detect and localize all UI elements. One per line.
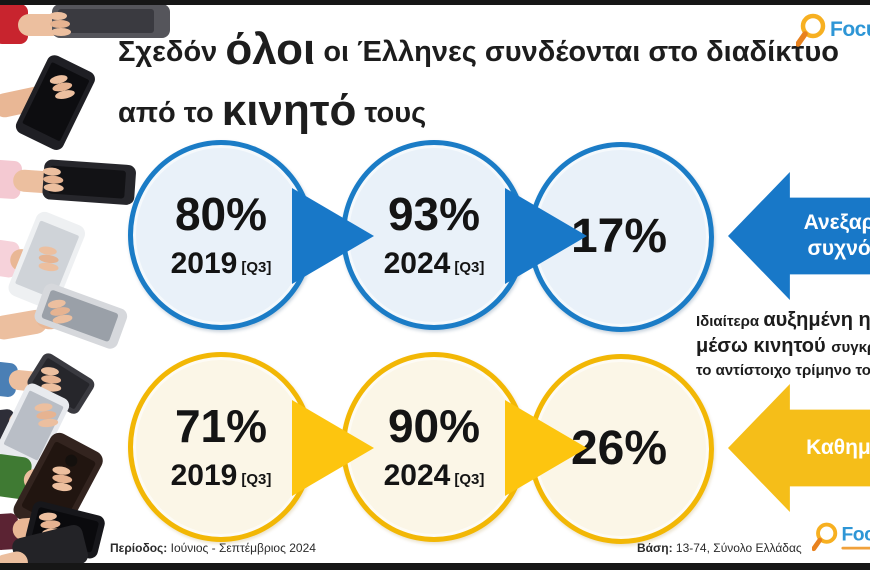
magnifier-icon xyxy=(812,522,838,552)
focus-logo-text: Focus xyxy=(841,523,870,545)
slide-title: Σχεδόν όλοι οι Έλληνες συνδέονται στο δι… xyxy=(118,28,858,133)
value-2024-daily: 90% xyxy=(387,400,481,452)
quarter-text: [Q3] xyxy=(454,471,485,488)
note-text-emphasis: αυξημένη η xyxy=(763,309,870,331)
year-label: 2024 [Q3] xyxy=(384,249,485,279)
title-line-2: από το κινητό τους xyxy=(118,89,858,133)
year-text: 2019 xyxy=(170,459,238,492)
note-line-2: μέσω κινητού συγκρι xyxy=(696,334,870,360)
arrow-label-daily: Καθημερ xyxy=(790,410,870,487)
note-text: συγκρι xyxy=(831,339,870,356)
focus-logo-tagline xyxy=(841,546,870,550)
title-text: τους xyxy=(356,97,427,129)
footer-base-label: Βάση: xyxy=(637,541,673,555)
footer-period-value: Ιούνιος - Σεπτέμβριος 2024 xyxy=(167,541,316,555)
hands-phones-collage xyxy=(0,4,170,570)
footer-period: Περίοδος: Ιούνιος - Σεπτέμβριος 2024 xyxy=(110,541,316,555)
title-line-1: Σχεδόν όλοι οι Έλληνες συνδέονται στο δι… xyxy=(118,28,858,72)
bottom-border-bar xyxy=(0,563,870,570)
year-label: 2019 [Q3] xyxy=(171,249,272,279)
top-border-bar xyxy=(0,0,870,5)
year-text: 2024 xyxy=(383,459,451,492)
title-text: από το xyxy=(118,97,222,129)
title-text: Σχεδόν xyxy=(118,36,226,68)
quarter-text: [Q3] xyxy=(454,259,485,276)
year-label: 2024 [Q3] xyxy=(384,461,485,491)
note-line-3: το αντίστοιχο τρίμηνο το xyxy=(696,360,870,382)
quarter-text: [Q3] xyxy=(241,259,272,276)
note-text: Ιδιαίτερα xyxy=(696,313,764,330)
note-text: το αντίστοιχο τρίμηνο το xyxy=(696,362,870,379)
arrow-text-line1: Καθημερ xyxy=(806,435,870,459)
year-text: 2024 xyxy=(383,247,451,280)
value-2024-any: 93% xyxy=(387,188,481,240)
focus-logo-text: Focus xyxy=(830,18,870,41)
focus-logo-top: Focus xyxy=(796,12,870,48)
arrow-label-any-frequency: Ανεξαρτή συχνότη xyxy=(790,198,870,275)
arrow-text-line1: Ανεξαρτή xyxy=(803,210,870,234)
footer-base-value: 13-74, Σύνολο Ελλάδας xyxy=(672,541,802,555)
title-emphasis-oloi: όλοι xyxy=(225,25,316,74)
bubble-2019-any: 80% 2019 [Q3] xyxy=(128,140,314,330)
left-arrow-any-frequency: Ανεξαρτή συχνότη xyxy=(728,172,870,300)
footer-base: Βάση: 13-74, Σύνολο Ελλάδας xyxy=(637,541,802,555)
note-text-emphasis: μέσω κινητού xyxy=(696,335,832,357)
year-label: 2019 [Q3] xyxy=(171,461,272,491)
title-text: οι Έλληνες συνδέονται στο διαδίκτυο xyxy=(315,36,839,68)
arrow-text-line2: συχνότη xyxy=(807,237,870,260)
title-emphasis-kinito: κινητό xyxy=(221,86,357,135)
magnifier-icon xyxy=(796,13,826,47)
focus-logo-bottom: Focus xyxy=(812,521,870,552)
value-2019-daily: 71% xyxy=(174,400,268,452)
value-2019-any: 80% xyxy=(174,188,268,240)
bubble-2019-daily: 71% 2019 [Q3] xyxy=(128,352,314,542)
quarter-text: [Q3] xyxy=(241,471,272,488)
left-arrow-daily: Καθημερ xyxy=(728,384,870,512)
year-text: 2019 xyxy=(170,247,238,280)
footer-period-label: Περίοδος: xyxy=(110,541,168,555)
note-line-1: Ιδιαίτερα αυξημένη η xyxy=(696,308,870,334)
highlight-note: Ιδιαίτερα αυξημένη η μέσω κινητού συγκρι… xyxy=(696,308,870,382)
